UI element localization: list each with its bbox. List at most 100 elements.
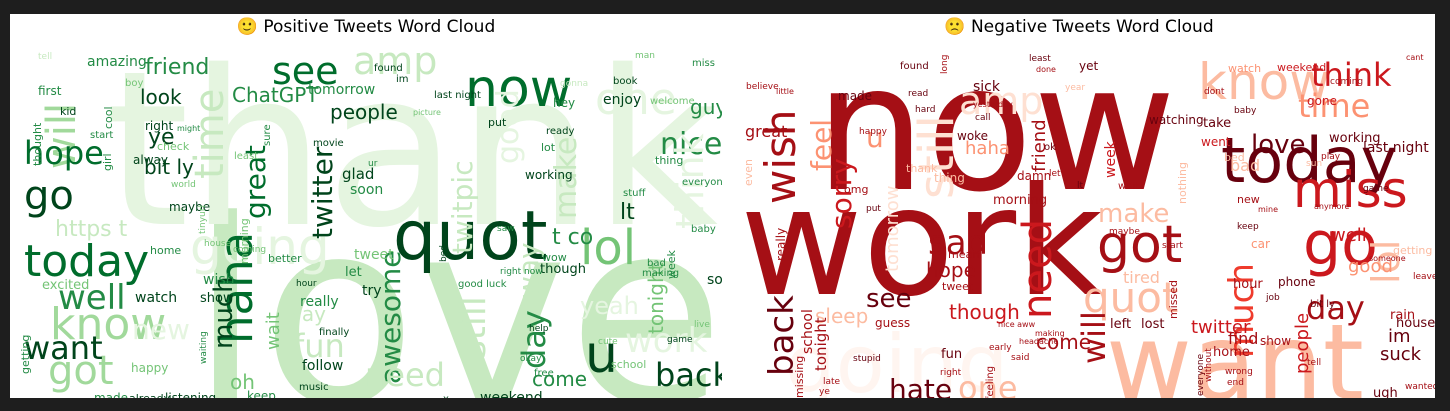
word-well: well [58,278,126,318]
word-start: start [90,130,113,141]
word-wait: wait [263,312,284,350]
word-love: love [1251,130,1306,160]
word-miss: miss [1293,161,1408,219]
word-everyone: everyone [682,177,722,188]
word-u: u [585,325,618,385]
word-might: might [177,124,200,133]
word-ok: ok [1044,142,1056,153]
word-glad: glad [342,165,374,183]
word-omg: omg [844,183,868,196]
word-now: now [815,41,1176,231]
word-miss: miss [692,58,715,69]
word-weekend: weekend [1277,61,1326,74]
word-dont: dont [1204,87,1225,97]
word-day: day [1306,289,1365,327]
word-thing: thing [934,171,965,185]
figure: 🙂 Positive Tweets Word Cloud love thank qu… [10,14,1435,398]
word-want: want [1106,302,1364,398]
word-cute: cute [598,337,618,347]
word-tweet: tweet [942,280,974,293]
word-least: least [1029,54,1051,64]
word-hour: hour [296,279,317,289]
word-saw: saw [497,224,515,234]
word-mine: mine [1258,205,1278,214]
word-see: see [866,284,912,314]
word-alway: alway [133,153,168,167]
word-mean: mean [948,248,979,261]
word-lt: lt [1077,181,1084,191]
word-watch: watch [1228,62,1261,75]
word-first: first [38,84,62,98]
word-without: without [1204,348,1214,382]
word-listening: listening [165,391,216,398]
word-bad: bad [647,258,666,269]
word-bed: bed [1224,151,1245,164]
word-amp: amp [959,79,1043,123]
word-read: read [908,89,928,99]
word-school: school [800,309,816,354]
word-tweet: tweet [354,247,394,263]
word-yesterday: yesterday [973,100,1013,109]
word-happy: happy [859,127,888,137]
word-going: going [785,318,1008,398]
word-t-co: t co [552,225,593,250]
word-movie: movie [313,138,344,149]
word-left: left [1110,317,1131,332]
word-better: better [268,252,302,265]
word-thing: thing [655,154,683,167]
word-right: right [145,119,173,133]
word-still: still [909,115,965,199]
word-week: week [665,249,678,279]
word-got: got [48,348,114,394]
word-yay: yay [290,302,326,326]
word-keep: keep [1237,222,1259,232]
word-know: know [50,299,166,350]
word-guess: guess [875,316,910,330]
word-much: much [209,276,239,349]
word-missed: missed [1167,280,1180,319]
word-will: will [1075,311,1113,364]
word-yeah: yeah [580,292,639,320]
word-game: game [667,335,693,345]
word-book: book [613,76,638,87]
word-way: way [512,242,545,299]
word-great: great [239,145,272,219]
word-suck: suck [1380,344,1422,365]
cloud-background [723,41,1435,398]
word-game: game [1363,184,1389,194]
word-ready: ready [546,126,575,137]
word-weekend: weekend [480,390,543,398]
negative-title: 🙁 Negative Tweets Word Cloud [944,17,1214,37]
word-least: least [234,151,258,162]
word-home: home [1213,345,1250,360]
word-home: home [150,244,181,257]
word-wow: wow [542,251,567,264]
word-waiting: waiting [199,331,209,364]
word-haha: haha [965,138,1010,159]
word-sorry: sorry [825,158,858,229]
word-fun: fun [293,327,345,365]
word-tonight: tonight [812,317,830,371]
word-nice-aww: nice aww [998,320,1036,329]
word-hard: hard [915,105,935,115]
word-baby: baby [1234,106,1257,116]
word-https-t: https t [55,217,128,242]
positive-panel: 🙂 Positive Tweets Word Cloud love thank qu… [10,14,722,398]
word-know: know [1198,53,1330,111]
word-wait: wait [1118,181,1139,192]
word-man: man [635,51,655,61]
word-ur: ur [368,159,378,169]
word-start: start [1162,241,1183,251]
word-take: take [1203,116,1231,131]
word-coming: coming [233,245,266,255]
word-cant: cant [1406,53,1424,62]
word-found: found [900,61,929,72]
word-want: want [24,329,103,367]
word-going: going [190,218,330,276]
word-work: work [740,156,1103,330]
word-late: late [823,377,841,387]
word-twitter: twitter [1191,317,1251,338]
word-today: today [24,236,149,287]
word-yet: yet [1079,59,1098,73]
